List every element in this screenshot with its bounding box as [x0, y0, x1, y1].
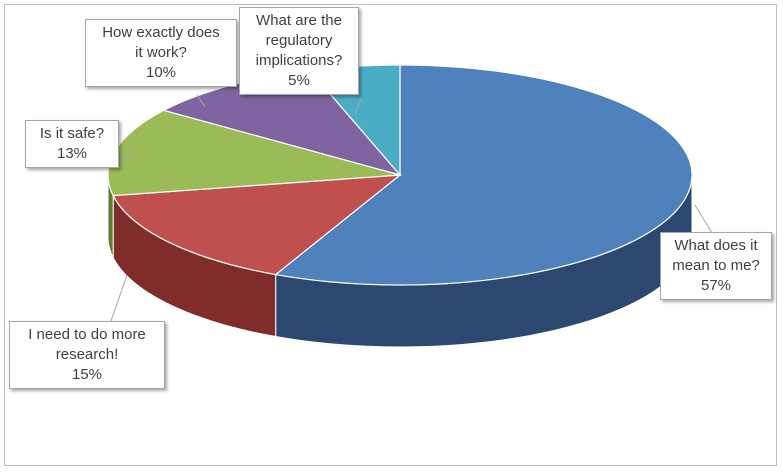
data-label-text: What are the — [256, 12, 342, 29]
data-label-value: 15% — [71, 366, 103, 383]
leader-line-4 — [354, 96, 362, 116]
data-label-need-research: I need to do more research! 15% — [9, 321, 165, 389]
data-label-text: mean to me? — [672, 257, 760, 274]
chart-area: What does it mean to me? 57% I need to d… — [4, 4, 777, 466]
data-label-text: Is it safe? — [39, 125, 105, 142]
data-label-text: implications? — [255, 52, 343, 69]
pie-tops — [107, 64, 693, 286]
data-label-text: How exactly does — [102, 24, 220, 41]
data-label-value: 13% — [56, 145, 88, 162]
pie-slice-1 — [112, 174, 402, 276]
leader-line-0 — [694, 204, 713, 234]
pie-chart — [107, 64, 713, 348]
data-label-is-it-safe: Is it safe? 13% — [25, 120, 119, 168]
pie-slice-0 — [274, 64, 693, 286]
data-label-text: What does it — [674, 237, 758, 254]
data-label-text: regulatory — [265, 32, 333, 49]
data-label-text: I need to do more — [28, 326, 146, 343]
data-label-text: research! — [55, 346, 119, 363]
leader-line-2 — [116, 154, 136, 161]
data-label-text: it work? — [135, 44, 187, 61]
leader-line-1 — [110, 274, 128, 322]
data-label-regulatory: What are the regulatory implications? 5% — [239, 7, 359, 95]
leader-lines — [110, 94, 713, 322]
data-label-what-does-it-mean: What does it mean to me? 57% — [660, 232, 772, 300]
leader-line-3 — [196, 94, 206, 108]
data-label-value: 10% — [145, 64, 177, 81]
data-label-value: 57% — [700, 277, 732, 294]
data-label-value: 5% — [288, 72, 310, 89]
data-label-how-does-it-work: How exactly does it work? 10% — [85, 19, 237, 87]
